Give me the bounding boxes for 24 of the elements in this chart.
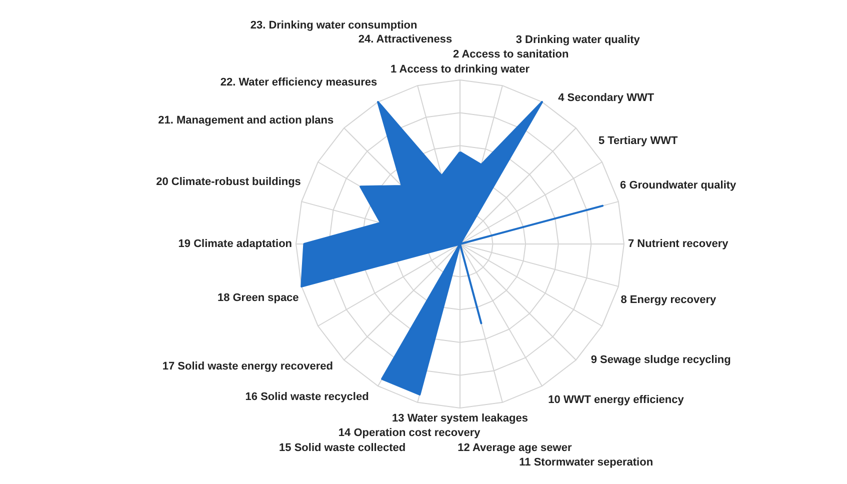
- spoke-label: 9 Sewage sludge recycling: [590, 354, 731, 366]
- spoke-label: 8 Energy recovery: [620, 294, 718, 306]
- spoke-label: 24. Attractiveness: [358, 34, 452, 46]
- spoke-label: 22. Water efficiency measures: [220, 76, 378, 89]
- spoke-label: 17 Solid waste energy recovered: [162, 360, 333, 373]
- spoke-label: 5 Tertiary WWT: [598, 135, 678, 148]
- spoke-label: 2 Access to sanitation: [452, 48, 569, 60]
- spoke-label: 20 Climate-robust buildings: [156, 176, 301, 188]
- spoke-label: 3 Drinking water quality: [516, 34, 641, 46]
- spoke-label: 6 Groundwater quality: [620, 180, 738, 192]
- spoke-label: 15 Solid waste collected: [279, 442, 406, 454]
- spoke-label: 21. Management and action plans: [158, 114, 334, 126]
- spoke-label: 12 Average age sewer: [458, 442, 572, 454]
- spoke-label: 13 Water system leakages: [392, 412, 528, 425]
- spoke-label: 1 Access to drinking water: [390, 63, 530, 76]
- spoke-label: 16 Solid waste recycled: [245, 390, 369, 403]
- spoke-label: 23. Drinking water consumption: [250, 19, 418, 32]
- spoke-label: 19 Climate adaptation: [178, 238, 292, 250]
- spoke-label: 18 Green space: [217, 292, 299, 304]
- spoke-label: 11 Stormwater seperation: [519, 456, 654, 468]
- spoke-label: 14 Operation cost recovery: [338, 427, 482, 440]
- spoke-label: 4 Secondary WWT: [558, 92, 654, 104]
- spoke-label: 7 Nutrient recovery: [628, 238, 730, 250]
- spoke-label: 10 WWT energy efficiency: [548, 394, 685, 406]
